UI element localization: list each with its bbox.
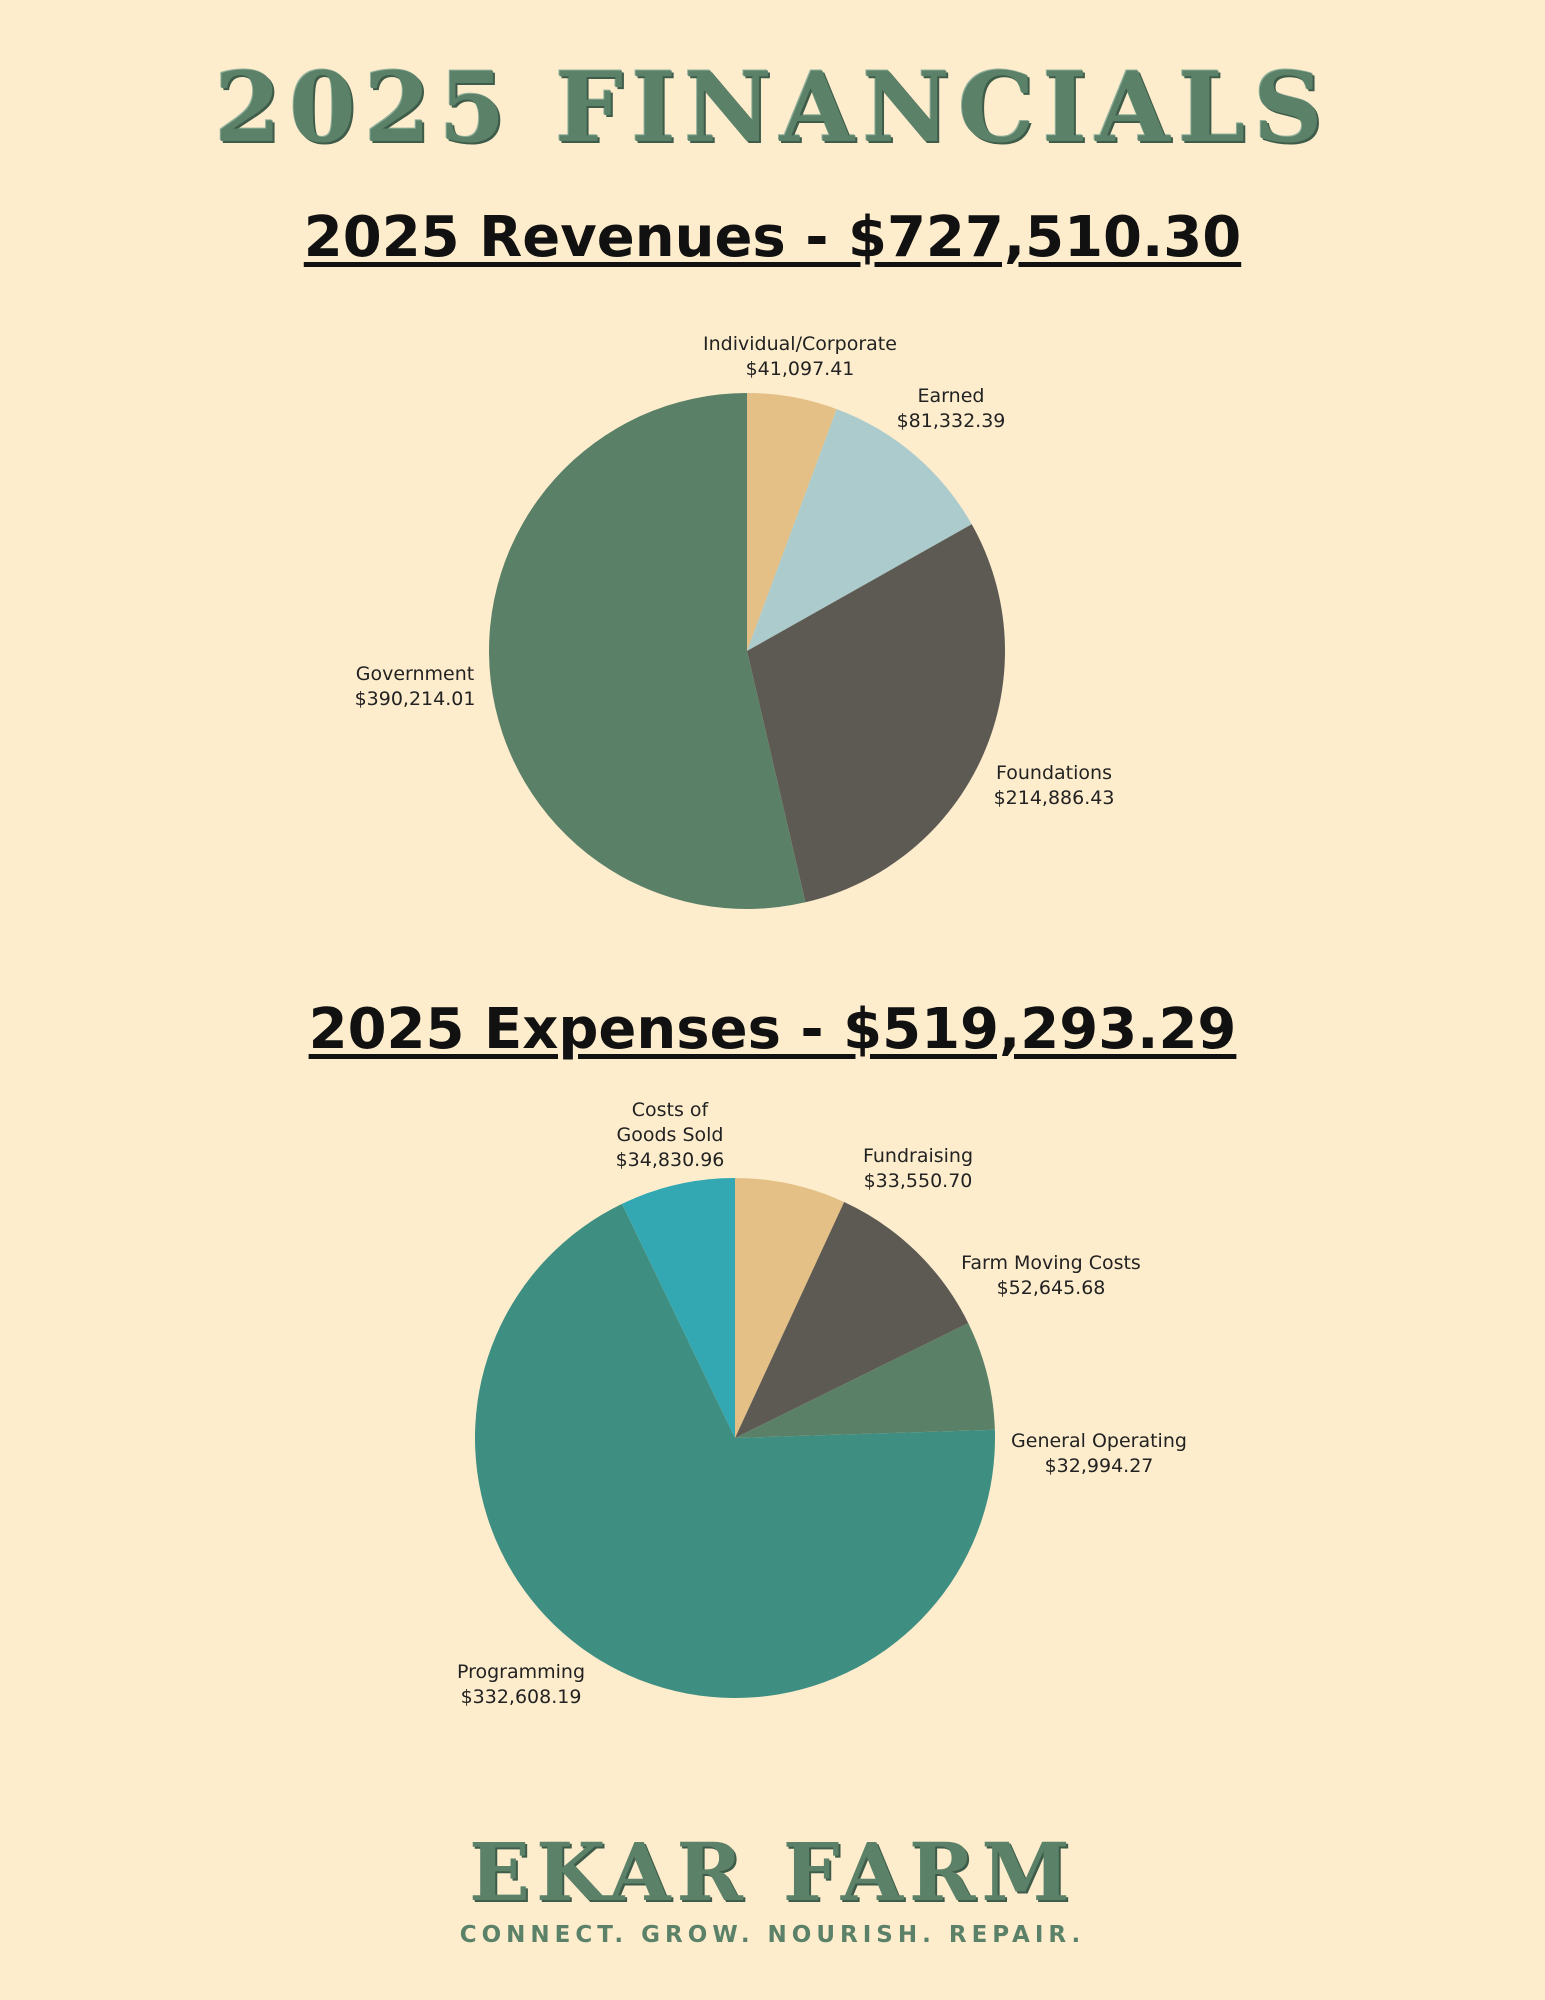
slice-label-government: Government $390,214.01 (355, 663, 476, 710)
revenues-title: 2025 Revenues - $727,510.30 (303, 205, 1242, 270)
pie-slice-earned (747, 409, 972, 651)
pie-slice-farm-moving-costs (735, 1202, 969, 1438)
pie-slice-foundations (747, 524, 1006, 903)
pie-slice-fundraising (735, 1178, 845, 1438)
expenses-title: 2025 Expenses - $519,293.29 (308, 997, 1237, 1062)
page-title: 2025 FINANCIALS (214, 51, 1331, 164)
pie-slice-costs-of-goods-sold (621, 1178, 735, 1438)
brand-logo: EKAR FARM (469, 1825, 1076, 1919)
pie-slice-government (488, 393, 806, 909)
pie-slice-programming (474, 1203, 995, 1698)
pie-slice-individual-corporate (747, 393, 837, 651)
slice-label-earned: Earned $81,332.39 (897, 385, 1006, 432)
slice-label-costs-of-goods-sold: Costs of Goods Sold $34,830.96 (616, 1099, 725, 1171)
tagline: CONNECT. GROW. NOURISH. REPAIR. (459, 1922, 1086, 1948)
expenses-pie-chart: Fundraising $33,550.70 Farm Moving Costs $5… (457, 1099, 1187, 1708)
pie-slice-general-operating (735, 1323, 995, 1438)
slice-label-fundraising: Fundraising $33,550.70 (863, 1145, 973, 1192)
slice-label-programming: Programming $332,608.19 (457, 1661, 585, 1708)
slice-label-farm-moving-costs: Farm Moving Costs $52,645.68 (961, 1252, 1141, 1299)
slice-label-individual-corporate: Individual/Corporate $41,097.41 (703, 333, 897, 380)
slice-label-foundations: Foundations $214,886.43 (994, 762, 1115, 809)
slice-label-general-operating: General Operating $32,994.27 (1011, 1430, 1187, 1477)
